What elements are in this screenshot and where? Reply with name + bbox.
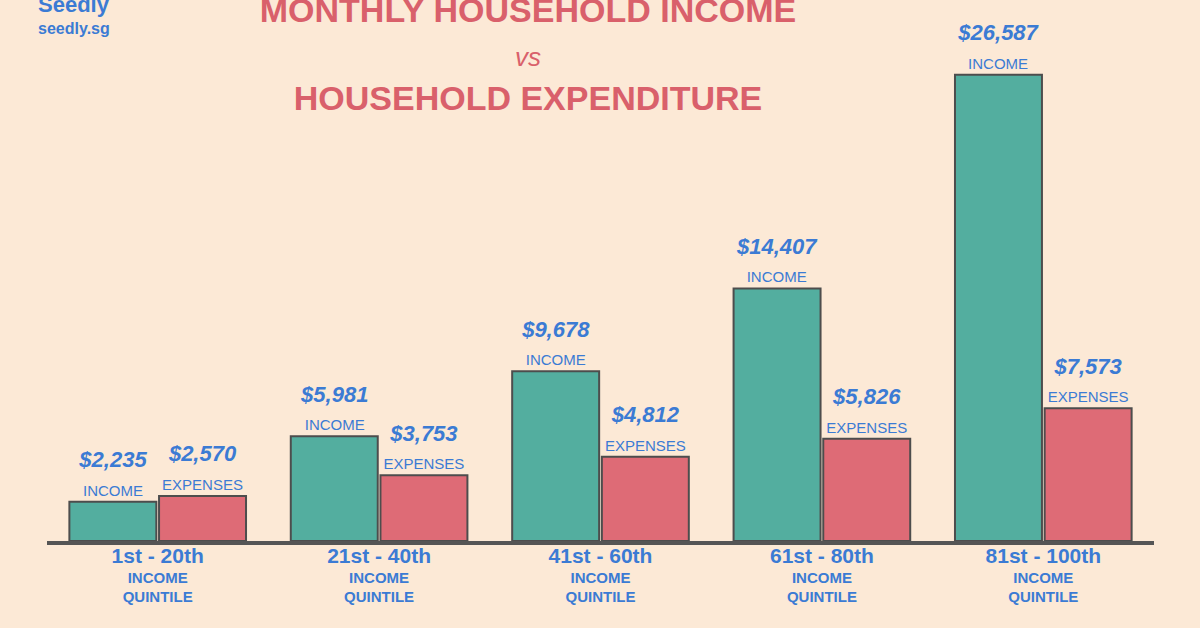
svg-text:$9,678INCOME: $9,678INCOME — [521, 317, 590, 369]
svg-text:Seedly: Seedly — [38, 0, 110, 17]
svg-text:$4,812EXPENSES: $4,812EXPENSES — [605, 402, 686, 454]
svg-text:1st - 20thINCOMEQUINTILE: 1st - 20thINCOMEQUINTILE — [112, 544, 204, 605]
svg-text:61st - 80thINCOMEQUINTILE: 61st - 80thINCOMEQUINTILE — [770, 544, 874, 605]
svg-text:$5,981INCOME: $5,981INCOME — [300, 382, 368, 434]
svg-text:21st - 40thINCOMEQUINTILE: 21st - 40thINCOMEQUINTILE — [327, 544, 431, 605]
svg-text:MONTHLY HOUSEHOLD INCOMEvsHOUS: MONTHLY HOUSEHOLD INCOMEvsHOUSEHOLD EXPE… — [260, 0, 796, 117]
svg-text:$2,235INCOME: $2,235INCOME — [78, 447, 147, 499]
svg-text:81st - 100thINCOMEQUINTILE: 81st - 100thINCOMEQUINTILE — [986, 544, 1102, 605]
svg-text:seedly.sg: seedly.sg — [38, 20, 110, 37]
svg-text:$14,407INCOME: $14,407INCOME — [736, 234, 818, 286]
svg-text:41st - 60thINCOMEQUINTILE: 41st - 60thINCOMEQUINTILE — [549, 544, 653, 605]
svg-text:$3,753EXPENSES: $3,753EXPENSES — [383, 421, 464, 473]
svg-text:$26,587INCOME: $26,587INCOME — [957, 20, 1039, 72]
svg-text:$2,570EXPENSES: $2,570EXPENSES — [162, 441, 243, 493]
svg-text:$5,826EXPENSES: $5,826EXPENSES — [826, 384, 907, 436]
svg-text:$7,573EXPENSES: $7,573EXPENSES — [1048, 354, 1129, 406]
